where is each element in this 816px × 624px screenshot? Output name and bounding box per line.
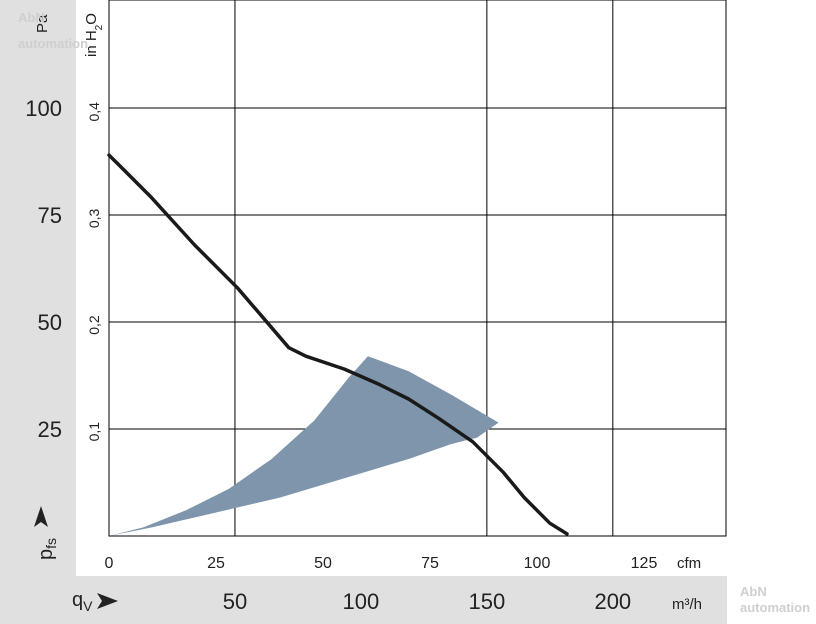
cfm-tick-label: 25 <box>207 555 225 572</box>
inh2o-tick-label: 0,3 <box>86 208 102 228</box>
svg-text:pfs: pfs <box>35 538 59 560</box>
bottom-axis-band <box>0 576 727 624</box>
grid <box>108 0 727 537</box>
svg-text:qV: qV <box>72 589 93 614</box>
m3h-tick-label: 150 <box>469 589 506 614</box>
pa-tick-label: 25 <box>38 417 62 442</box>
inh2o-tick-label: 0,4 <box>86 102 102 122</box>
m3h-tick-label: 100 <box>343 589 380 614</box>
pa-tick-label: 100 <box>25 96 62 121</box>
cfm-tick-label: 125 <box>631 555 658 572</box>
watermark-bottom: AbN <box>740 584 767 599</box>
inh2o-tick-label: 0,2 <box>86 315 102 335</box>
m3h-tick-label: 50 <box>223 589 247 614</box>
inh2o-tick-label: 0,1 <box>86 422 102 442</box>
flow-axis-symbol: qV <box>72 589 118 614</box>
watermark-bottom-sub: automation <box>740 600 810 615</box>
watermark-top: AbN <box>18 10 45 25</box>
m3h-unit-label: m³/h <box>672 596 702 613</box>
plot-frame <box>108 0 727 537</box>
cfm-tick-label: 0 <box>105 555 114 572</box>
cfm-tick-label: 50 <box>314 555 332 572</box>
operating-region <box>109 356 499 536</box>
pressure-axis-symbol: pfs <box>34 506 59 560</box>
operating-region-area <box>109 356 499 536</box>
pa-tick-label: 50 <box>38 310 62 335</box>
cfm-tick-label: 100 <box>524 555 551 572</box>
cfm-unit-label: cfm <box>677 555 701 572</box>
watermark-top-sub: automation <box>18 36 88 51</box>
pa-tick-label: 75 <box>38 203 62 228</box>
cfm-tick-label: 75 <box>421 555 439 572</box>
performance-curve-line <box>107 153 569 536</box>
pa-unit-label: Pa <box>34 14 51 33</box>
performance-curve <box>107 153 569 536</box>
tick-labels: 25 50 75 100 0,1 0,2 0,3 0,4 0 25 50 75 100 125 50 100 1… <box>25 96 657 614</box>
m3h-tick-label: 200 <box>594 589 631 614</box>
inh2o-unit-label: in H2O <box>83 13 105 57</box>
